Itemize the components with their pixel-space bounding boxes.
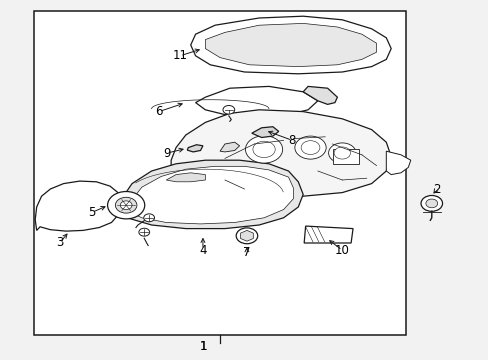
- Circle shape: [252, 141, 275, 158]
- Text: 4: 4: [199, 244, 206, 257]
- Circle shape: [115, 197, 137, 213]
- Text: 9: 9: [163, 147, 171, 159]
- Polygon shape: [220, 142, 239, 152]
- Text: 1: 1: [199, 340, 206, 353]
- Circle shape: [420, 195, 442, 211]
- Polygon shape: [171, 110, 390, 196]
- Polygon shape: [166, 173, 205, 182]
- Polygon shape: [127, 166, 293, 224]
- Polygon shape: [195, 86, 317, 117]
- Text: 3: 3: [56, 237, 63, 249]
- Text: 8: 8: [288, 134, 296, 147]
- Polygon shape: [35, 181, 121, 231]
- Circle shape: [294, 136, 325, 159]
- Text: 10: 10: [334, 244, 349, 257]
- Circle shape: [301, 141, 319, 154]
- Circle shape: [223, 105, 234, 114]
- Circle shape: [107, 192, 144, 219]
- Circle shape: [245, 136, 282, 163]
- Circle shape: [333, 147, 350, 159]
- Text: 5: 5: [88, 206, 96, 219]
- Text: 6: 6: [155, 105, 163, 118]
- Circle shape: [236, 228, 257, 244]
- Circle shape: [139, 228, 149, 236]
- Bar: [34, 11, 405, 335]
- Polygon shape: [187, 145, 203, 152]
- Circle shape: [328, 143, 355, 163]
- Polygon shape: [117, 160, 303, 229]
- Text: 7: 7: [243, 246, 250, 259]
- Polygon shape: [205, 23, 376, 67]
- Polygon shape: [386, 151, 410, 175]
- Circle shape: [143, 214, 154, 222]
- Text: 2: 2: [432, 183, 440, 195]
- Polygon shape: [240, 230, 253, 241]
- Polygon shape: [190, 16, 390, 74]
- Circle shape: [425, 199, 437, 208]
- Text: 1: 1: [199, 340, 206, 353]
- Polygon shape: [304, 226, 352, 243]
- Polygon shape: [251, 127, 278, 138]
- Circle shape: [120, 201, 132, 210]
- Text: 11: 11: [172, 49, 187, 62]
- Polygon shape: [303, 86, 337, 104]
- Bar: [332, 149, 359, 164]
